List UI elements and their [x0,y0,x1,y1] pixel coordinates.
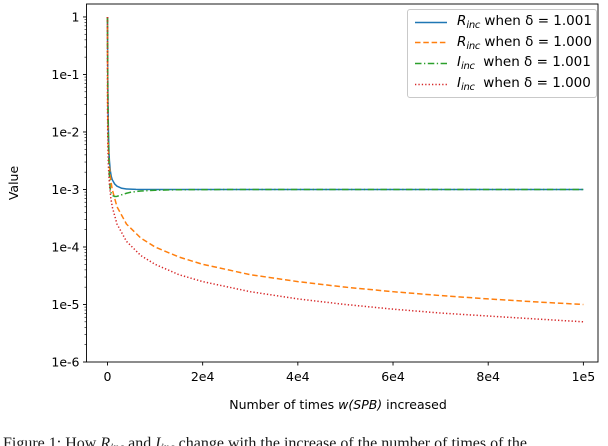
legend-item-rinc-1001: Rinc when δ = 1.001 [413,12,596,33]
legend-line-dotted-icon [415,83,447,85]
axis-tick-labels: 1 1e-1 1e-2 1e-3 1e-4 1e-5 1e-6 0 2e4 4e4 6e4 8e4 1e… [51,9,595,384]
x-tick-label: 1e5 [572,369,596,384]
x-tick-label: 2e4 [191,369,215,384]
legend-line-dashdot-icon [415,62,447,65]
series-line-I_inc-delta-1.001 [106,16,584,198]
y-tick-label: 1e-3 [51,182,79,197]
legend-item-iinc-1001: Iinc when δ = 1.001 [413,53,596,74]
y-tick-label: 1e-5 [51,297,79,312]
legend-label: Iinc when δ = 1.000 [457,75,591,94]
legend-label: Iinc when δ = 1.001 [457,54,591,73]
plot-border [86,3,599,363]
x-tick-label: 0 [104,369,112,384]
data-series-curves [106,16,584,323]
x-tick-label: 4e4 [286,369,310,384]
legend: Rinc when δ = 1.001 Rinc when δ = 1.000 … [407,9,597,98]
series-line-I_inc-delta-1.000 [106,16,584,323]
x-tick-label: 6e4 [381,369,405,384]
y-tick-label: 1e-1 [51,67,79,82]
y-axis-label: Value [6,166,21,201]
legend-label: Rinc when δ = 1.000 [457,33,592,52]
figure-caption: Figure 1: How Rinc and Iinc change with … [3,435,527,446]
axis-major-ticks [83,16,584,366]
x-tick-label: 8e4 [476,369,500,384]
legend-item-rinc-1000: Rinc when δ = 1.000 [413,33,596,54]
y-tick-label: 1e-6 [51,354,79,369]
legend-line-dashed-icon [415,42,447,44]
x-axis-label: Number of times w(SPB) increased [229,397,447,412]
legend-line-solid-icon [415,21,447,24]
legend-label: Rinc when δ = 1.001 [457,13,592,32]
y-tick-label: 1 [72,9,80,24]
y-axis-minor-ticks [84,19,87,345]
y-tick-label: 1e-2 [51,124,79,139]
legend-item-iinc-1000: Iinc when δ = 1.000 [413,74,596,95]
y-tick-label: 1e-4 [51,239,79,254]
